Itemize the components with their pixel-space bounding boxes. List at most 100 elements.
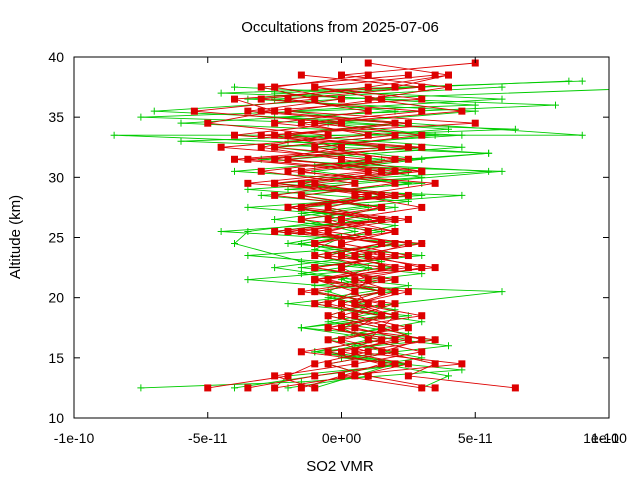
data-point: [257, 131, 265, 139]
data-point: [404, 336, 412, 344]
data-point: [391, 252, 399, 260]
data-point: [445, 372, 452, 380]
data-point: [578, 131, 586, 139]
data-point: [498, 83, 506, 91]
data-point: [391, 240, 399, 248]
data-point: [378, 276, 386, 284]
series-line: [114, 89, 609, 389]
data-point: [338, 95, 345, 103]
data-point: [458, 366, 466, 374]
data-layer: [110, 59, 609, 392]
data-point: [324, 227, 332, 235]
data-point: [445, 71, 452, 79]
data-point: [418, 107, 426, 115]
data-point: [391, 191, 399, 199]
data-point: [137, 384, 145, 392]
series-line: [207, 62, 516, 389]
data-point: [404, 119, 412, 127]
data-point: [217, 89, 225, 97]
data-point: [271, 143, 279, 151]
data-point: [204, 384, 212, 392]
data-point: [271, 95, 279, 103]
data-point: [351, 252, 359, 260]
data-point: [244, 155, 252, 163]
data-point: [338, 324, 345, 332]
data-point: [311, 246, 319, 254]
data-point: [271, 384, 279, 392]
data-point: [311, 372, 319, 380]
data-point: [458, 143, 466, 151]
data-point: [391, 306, 399, 314]
data-point: [351, 348, 359, 356]
data-point: [418, 384, 426, 392]
data-point: [458, 360, 466, 368]
data-point: [404, 324, 412, 332]
data-point: [391, 221, 399, 229]
data-point: [311, 288, 319, 296]
data-point: [311, 227, 319, 235]
data-point: [311, 119, 319, 127]
data-point: [311, 264, 319, 272]
data-point: [445, 83, 452, 91]
data-point: [391, 264, 399, 272]
data-point: [311, 252, 319, 260]
data-point: [338, 336, 345, 344]
data-point: [190, 107, 198, 115]
data-point: [364, 336, 372, 344]
data-point: [471, 59, 479, 67]
data-point: [297, 240, 305, 248]
data-point: [271, 155, 279, 163]
data-point: [378, 191, 386, 199]
data-point: [431, 264, 439, 272]
data-point: [311, 384, 319, 392]
data-point: [297, 71, 305, 79]
data-point: [498, 288, 506, 296]
data-point: [297, 119, 305, 127]
data-point: [378, 336, 386, 344]
series-line: [180, 86, 503, 389]
data-point: [324, 336, 332, 344]
data-point: [271, 227, 279, 235]
data-point: [378, 215, 386, 223]
y-tick-label: 30: [48, 169, 64, 185]
data-point: [231, 131, 238, 139]
data-point: [364, 348, 372, 356]
data-point: [324, 300, 332, 308]
data-point: [351, 360, 359, 368]
y-tick-label: 35: [48, 109, 64, 125]
chart-title: Occultations from 2025-07-06: [241, 19, 439, 36]
data-point: [511, 125, 519, 133]
data-point: [364, 191, 372, 199]
data-point: [297, 191, 305, 199]
data-point: [284, 240, 292, 248]
data-point: [378, 324, 386, 332]
data-point: [244, 179, 252, 187]
data-point: [391, 227, 399, 235]
data-point: [391, 155, 399, 163]
data-point: [378, 95, 386, 103]
data-point: [297, 288, 305, 296]
data-point: [297, 324, 305, 332]
data-point: [271, 215, 279, 223]
data-point: [364, 59, 372, 67]
data-point: [351, 179, 359, 187]
data-point: [338, 348, 345, 356]
data-point: [418, 191, 426, 199]
data-point: [445, 125, 452, 133]
data-point: [418, 95, 426, 103]
data-point: [177, 119, 185, 127]
data-point: [378, 300, 386, 308]
data-point: [391, 119, 399, 127]
data-point: [418, 203, 426, 211]
data-point: [418, 240, 426, 248]
data-point: [418, 252, 426, 260]
data-point: [244, 203, 252, 211]
data-point: [391, 288, 399, 296]
data-point: [431, 360, 439, 368]
y-tick-label: 20: [48, 290, 64, 306]
data-point: [391, 360, 399, 368]
series-profile: [231, 71, 466, 392]
data-point: [297, 167, 305, 175]
data-point: [351, 300, 359, 308]
data-point: [431, 384, 439, 392]
